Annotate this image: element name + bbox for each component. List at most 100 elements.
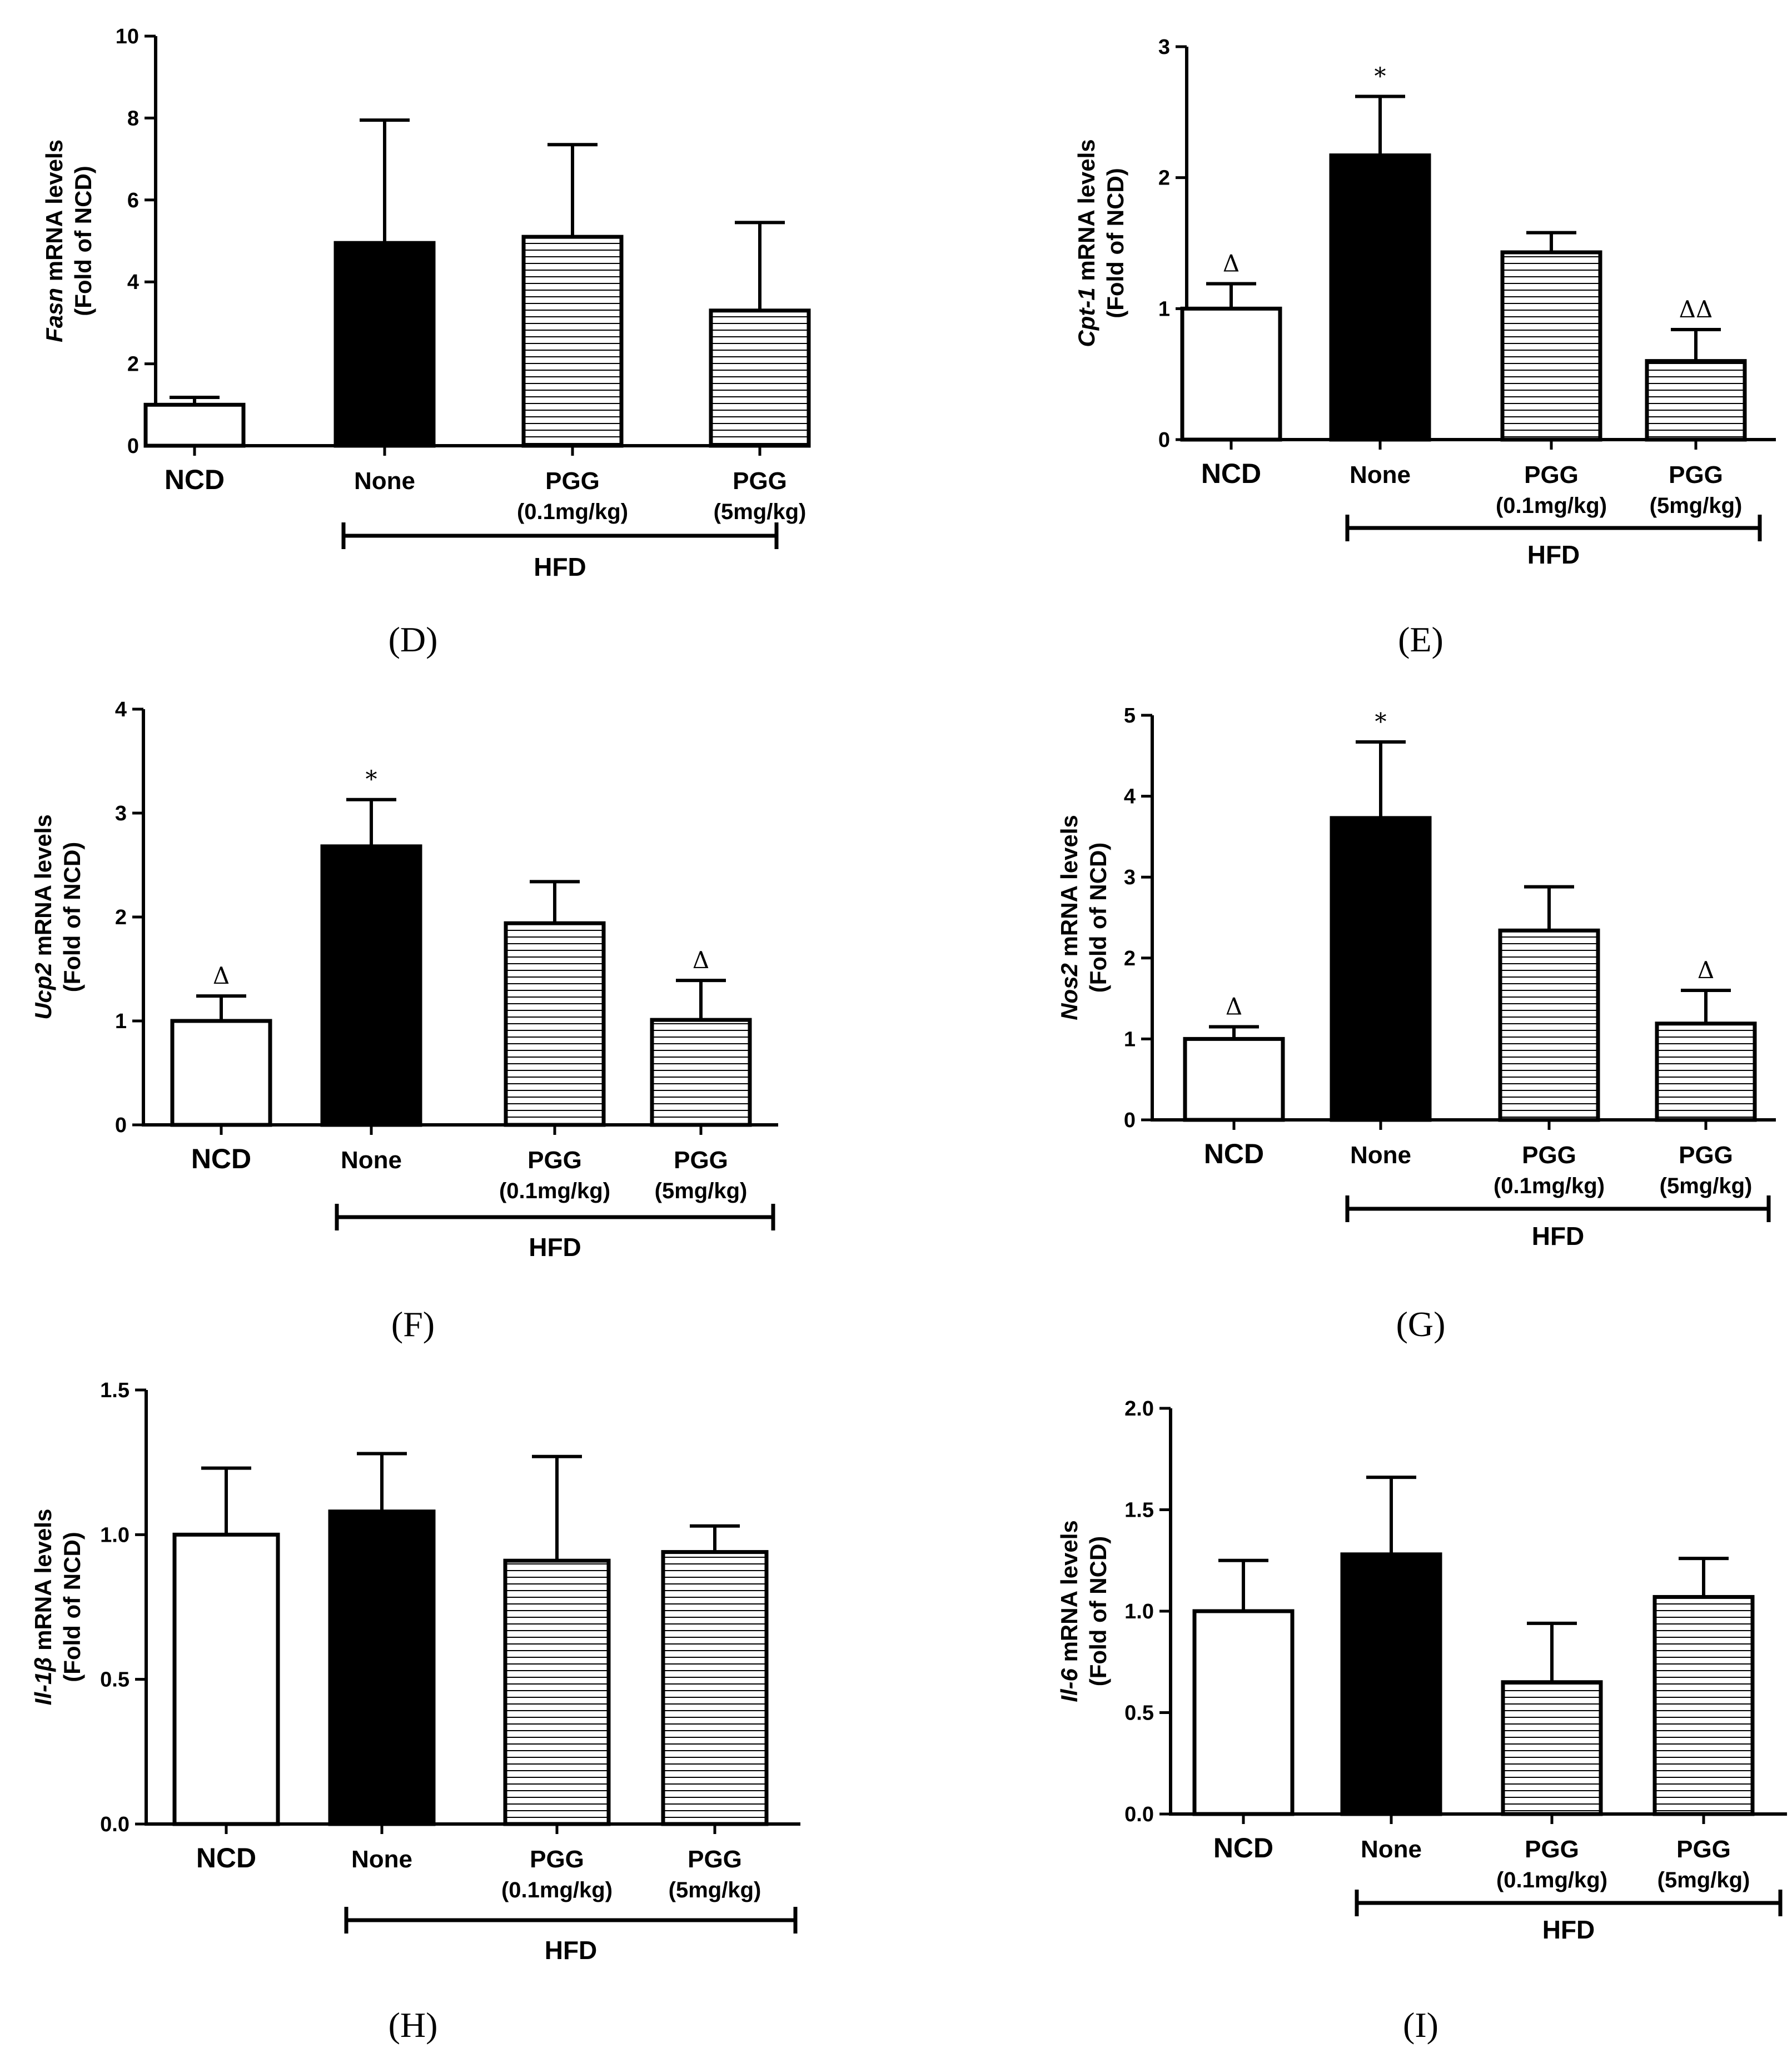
y-tick-label: 3 bbox=[1158, 36, 1170, 59]
bar bbox=[1645, 359, 1747, 442]
panel-letter: (I) bbox=[1403, 2005, 1438, 2045]
y-tick-label: 0.0 bbox=[1124, 1803, 1154, 1826]
y-tick-label: 1.5 bbox=[1124, 1499, 1154, 1522]
category-sublabel: (0.1mg/kg) bbox=[499, 1179, 610, 1203]
category-sublabel: (0.1mg/kg) bbox=[1496, 1868, 1607, 1892]
y-axis-label-line2: (Fold of NCD) bbox=[59, 842, 85, 993]
bar bbox=[1180, 306, 1282, 442]
y-tick-label: 2 bbox=[1124, 947, 1136, 970]
category-sublabel: (5mg/kg) bbox=[1660, 1174, 1753, 1198]
category-sublabel: (0.1mg/kg) bbox=[1494, 1174, 1605, 1198]
panel-letter: (E) bbox=[1398, 620, 1443, 659]
y-axis-label: Fasn mRNA levels bbox=[41, 139, 67, 342]
y-tick-label: 1.0 bbox=[1124, 1600, 1154, 1623]
bar bbox=[1652, 1594, 1755, 1816]
panel-letter: (G) bbox=[1396, 1304, 1446, 1344]
panel-letter: (D) bbox=[389, 620, 438, 659]
significance-mark: ΔΔ bbox=[1679, 296, 1713, 323]
category-label: NCD bbox=[191, 1143, 251, 1174]
y-axis-label-line2: (Fold of NCD) bbox=[70, 166, 96, 316]
significance-mark: Δ bbox=[1226, 993, 1242, 1020]
chart-panel-4: 0.0 0.5 1.0 1.5 NCD None PGG (0.1mg/kg) PGG (5mg/… bbox=[30, 1379, 800, 2045]
bar bbox=[170, 1019, 272, 1127]
hfd-bracket-label: HFD bbox=[529, 1233, 581, 1262]
hfd-bracket-label: HFD bbox=[1542, 1915, 1595, 1944]
y-axis-label: Cpt-1 mRNA levels bbox=[1073, 139, 1099, 347]
panel-letter: (F) bbox=[391, 1304, 435, 1344]
category-label: PGG bbox=[1525, 1836, 1579, 1863]
y-tick-label: 1 bbox=[115, 1010, 127, 1033]
bar bbox=[661, 1550, 769, 1826]
chart-panel-5: 0.0 0.5 1.0 1.5 2.0 NCD None PGG (0.1mg/kg) PGG (5… bbox=[1056, 1397, 1787, 2045]
y-tick-label: 3 bbox=[1124, 866, 1136, 889]
category-sublabel: (5mg/kg) bbox=[1650, 494, 1743, 518]
y-axis-label-rest: mRNA levels bbox=[1056, 1520, 1082, 1668]
category-label: None bbox=[1350, 1142, 1411, 1169]
y-tick-label: 0 bbox=[127, 435, 139, 458]
hfd-bracket-label: HFD bbox=[1527, 540, 1580, 569]
y-tick-label: 2 bbox=[127, 353, 139, 376]
bar bbox=[709, 308, 811, 448]
y-tick-label: 1.0 bbox=[100, 1523, 130, 1547]
category-label: NCD bbox=[1213, 1832, 1273, 1863]
bar bbox=[1192, 1609, 1295, 1816]
category-label: PGG bbox=[733, 467, 787, 495]
bar bbox=[320, 844, 422, 1127]
y-axis-label-line2: (Fold of NCD) bbox=[59, 1532, 85, 1682]
y-tick-label: 6 bbox=[127, 189, 139, 212]
y-axis-label-rest: mRNA levels bbox=[30, 1509, 56, 1657]
bar bbox=[1329, 153, 1431, 442]
y-axis-label-line2: (Fold of NCD) bbox=[1102, 168, 1128, 318]
bar bbox=[1501, 1680, 1603, 1816]
y-tick-label: 0 bbox=[1124, 1109, 1136, 1132]
y-tick-label: 0 bbox=[115, 1114, 127, 1137]
category-label: NCD bbox=[196, 1842, 256, 1873]
y-axis-label: Il-6 mRNA levels bbox=[1056, 1520, 1082, 1702]
category-sublabel: (5mg/kg) bbox=[714, 500, 807, 524]
category-label: PGG bbox=[1524, 461, 1579, 489]
bar bbox=[504, 921, 606, 1127]
hfd-bracket-label: HFD bbox=[1532, 1222, 1585, 1250]
bar bbox=[1655, 1021, 1757, 1122]
y-axis-label-line2: (Fold of NCD) bbox=[1085, 843, 1111, 993]
hfd-bracket-label: HFD bbox=[545, 1936, 598, 1965]
y-axis-label-rest: mRNA levels bbox=[1056, 815, 1082, 963]
gene-name: Nos2 bbox=[1056, 963, 1082, 1020]
category-label: PGG bbox=[688, 1846, 742, 1873]
y-tick-label: 1.5 bbox=[100, 1379, 130, 1402]
y-axis-label: Ucp2 mRNA levels bbox=[30, 814, 56, 1020]
y-tick-label: 0.5 bbox=[1124, 1702, 1154, 1725]
hfd-bracket-label: HFD bbox=[534, 552, 586, 581]
category-sublabel: (0.1mg/kg) bbox=[1496, 494, 1607, 518]
bar bbox=[328, 1509, 436, 1826]
chart-panel-2: 0 1 2 3 4 Δ * Δ NCD None PGG (0.1mg/kg) PGG (5mg/kg) H… bbox=[30, 698, 778, 1344]
category-sublabel: (5mg/kg) bbox=[1657, 1868, 1750, 1892]
category-label: NCD bbox=[165, 464, 225, 495]
y-axis-label: Il-1β mRNA levels bbox=[30, 1509, 56, 1706]
bar bbox=[521, 235, 624, 448]
bar bbox=[1500, 250, 1602, 442]
significance-mark: Δ bbox=[1223, 250, 1240, 277]
bar bbox=[1330, 816, 1432, 1122]
chart-panel-0: 0 2 4 6 8 10 NCD None PGG (0.1mg/kg) PGG (5mg/kg) HF… bbox=[41, 25, 811, 659]
y-axis-label-rest: mRNA levels bbox=[1073, 139, 1099, 287]
gene-name: Cpt-1 bbox=[1073, 287, 1099, 347]
y-tick-label: 8 bbox=[127, 107, 139, 130]
category-label: PGG bbox=[530, 1846, 584, 1873]
y-axis-label-rest: mRNA levels bbox=[30, 814, 56, 963]
category-label: NCD bbox=[1201, 458, 1261, 489]
category-label: NCD bbox=[1204, 1138, 1264, 1169]
category-sublabel: (5mg/kg) bbox=[669, 1878, 761, 1902]
gene-name: Fasn bbox=[41, 288, 67, 342]
category-sublabel: (0.1mg/kg) bbox=[501, 1878, 613, 1902]
bar bbox=[1498, 928, 1600, 1122]
gene-name: Il-6 bbox=[1056, 1668, 1082, 1702]
y-tick-label: 1 bbox=[1158, 297, 1170, 321]
gene-name: Ucp2 bbox=[30, 963, 56, 1020]
y-tick-label: 0.0 bbox=[100, 1813, 130, 1836]
y-tick-label: 4 bbox=[115, 698, 127, 721]
category-label: PGG bbox=[1669, 461, 1723, 489]
significance-mark: Δ bbox=[1698, 956, 1714, 984]
bar bbox=[1183, 1037, 1285, 1122]
